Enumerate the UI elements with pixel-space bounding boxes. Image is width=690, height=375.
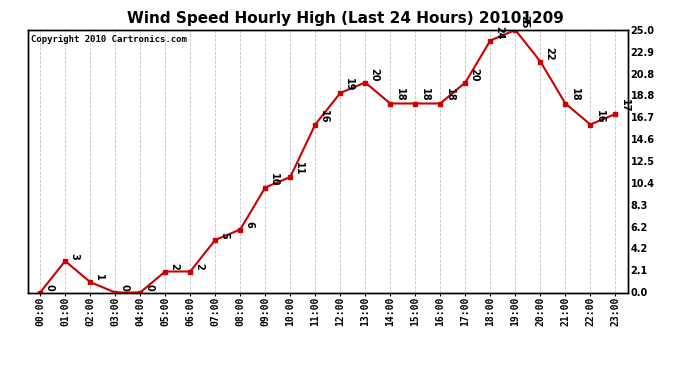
Text: Wind Speed Hourly High (Last 24 Hours) 20101209: Wind Speed Hourly High (Last 24 Hours) 2… xyxy=(126,11,564,26)
Text: 22: 22 xyxy=(544,46,555,60)
Text: 17: 17 xyxy=(620,99,629,112)
Text: 1: 1 xyxy=(95,274,104,280)
Text: 5: 5 xyxy=(219,232,229,238)
Text: 25: 25 xyxy=(520,15,529,28)
Text: 6: 6 xyxy=(244,221,255,228)
Text: 0: 0 xyxy=(144,284,155,291)
Text: 20: 20 xyxy=(369,68,380,81)
Text: 18: 18 xyxy=(444,88,455,102)
Text: 18: 18 xyxy=(395,88,404,102)
Text: 19: 19 xyxy=(344,78,355,92)
Text: 10: 10 xyxy=(269,172,279,186)
Text: 18: 18 xyxy=(569,88,580,102)
Text: 16: 16 xyxy=(319,110,329,123)
Text: 0: 0 xyxy=(119,284,129,291)
Text: 16: 16 xyxy=(595,110,604,123)
Text: 2: 2 xyxy=(169,263,179,270)
Text: 18: 18 xyxy=(420,88,429,102)
Text: 24: 24 xyxy=(495,26,504,39)
Text: 3: 3 xyxy=(69,253,79,260)
Text: 20: 20 xyxy=(469,68,480,81)
Text: 2: 2 xyxy=(195,263,204,270)
Text: Copyright 2010 Cartronics.com: Copyright 2010 Cartronics.com xyxy=(30,35,186,44)
Text: 0: 0 xyxy=(44,284,55,291)
Text: 11: 11 xyxy=(295,162,304,176)
